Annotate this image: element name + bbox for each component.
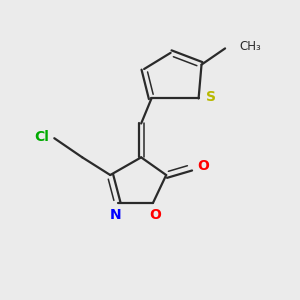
Text: S: S (206, 90, 216, 104)
Text: O: O (149, 208, 161, 222)
Text: Cl: Cl (34, 130, 50, 144)
Text: O: O (197, 159, 209, 173)
Text: CH₃: CH₃ (240, 40, 262, 53)
Text: N: N (110, 208, 121, 222)
